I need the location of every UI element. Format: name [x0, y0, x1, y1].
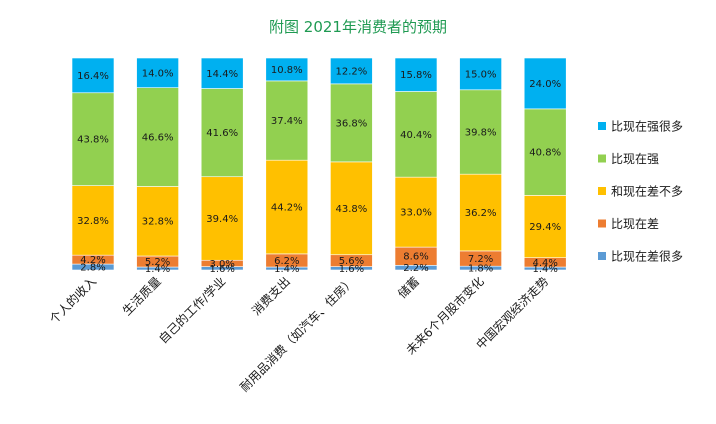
bar-segment-5-3	[330, 161, 373, 256]
category-label-1: 个人的收入	[46, 274, 99, 327]
data-label-5-1: 1.6%	[339, 264, 364, 275]
data-label-5-3: 43.8%	[336, 204, 368, 215]
data-label-6-5: 15.8%	[400, 70, 432, 81]
data-label-1-2: 4.2%	[80, 255, 105, 266]
bar-segment-1-4	[71, 92, 115, 186]
data-label-2-2: 5.2%	[145, 257, 170, 268]
bar-segment-8-4	[523, 108, 567, 196]
legend-swatch-2	[598, 154, 606, 163]
data-label-3-1: 1.6%	[209, 264, 234, 275]
data-label-1-3: 32.8%	[77, 216, 109, 227]
bars-group	[71, 57, 567, 271]
data-label-8-1: 1.4%	[532, 264, 557, 275]
data-label-4-3: 44.2%	[271, 203, 303, 214]
data-label-3-5: 14.4%	[206, 69, 238, 80]
data-label-5-4: 36.8%	[336, 118, 368, 129]
bar-segment-8-3	[523, 195, 567, 259]
data-label-3-4: 41.6%	[206, 128, 238, 139]
data-label-8-2: 4.4%	[532, 258, 557, 269]
data-label-6-1: 2.2%	[403, 263, 428, 274]
category-label-2: 生活质量	[120, 274, 164, 318]
data-label-3-2: 3.0%	[209, 259, 234, 270]
legend-label-2: 比现在强	[611, 152, 659, 166]
data-label-7-4: 39.8%	[465, 127, 497, 138]
data-label-2-1: 1.4%	[145, 264, 170, 275]
segment-labels-group: 2.8%4.2%32.8%43.8%16.4%1.4%5.2%32.8%46.6…	[77, 65, 561, 275]
bar-segment-2-4	[136, 87, 179, 187]
category-label-3: 自己的工作/学业	[155, 274, 228, 347]
data-label-1-5: 16.4%	[77, 71, 109, 82]
bar-segment-4-4	[265, 80, 309, 161]
data-label-5-2: 5.6%	[339, 256, 364, 267]
bar-segment-7-5	[459, 57, 502, 91]
data-label-4-5: 10.8%	[271, 65, 303, 76]
data-label-4-1: 1.4%	[274, 264, 299, 275]
data-label-6-2: 8.6%	[403, 252, 428, 263]
data-label-2-4: 46.6%	[142, 133, 174, 144]
data-label-5-5: 12.2%	[336, 66, 368, 77]
category-label-5: 耐用品消费（如汽车、住房）	[237, 274, 358, 395]
data-label-4-2: 6.2%	[274, 256, 299, 267]
chart-title: 附图 2021年消费者的预期	[269, 18, 447, 36]
legend-label-5: 比现在差很多	[611, 250, 683, 264]
category-label-6: 储蓄	[395, 274, 423, 302]
category-label-4: 消费支出	[249, 274, 293, 318]
bar-segment-3-5	[200, 57, 244, 89]
bar-segment-7-4	[459, 89, 502, 175]
bar-segment-3-3	[200, 176, 244, 261]
data-label-2-3: 32.8%	[142, 217, 174, 228]
legend-swatch-1	[598, 122, 606, 130]
data-label-7-3: 36.2%	[465, 208, 497, 219]
data-label-1-4: 43.8%	[77, 135, 109, 146]
bar-segment-4-5	[265, 57, 309, 82]
data-label-7-1: 1.8%	[468, 264, 493, 275]
bar-segment-2-5	[136, 57, 179, 88]
bar-segment-5-5	[330, 57, 373, 85]
data-label-6-4: 40.4%	[400, 130, 432, 141]
bar-segment-6-5	[394, 57, 438, 92]
bar-segment-7-3	[459, 173, 502, 252]
data-label-8-4: 40.8%	[529, 148, 561, 159]
legend-swatch-3	[598, 187, 606, 195]
bar-segment-1-3	[71, 185, 115, 256]
data-label-8-5: 24.0%	[529, 79, 561, 90]
data-label-7-2: 7.2%	[468, 254, 493, 265]
data-label-8-3: 29.4%	[529, 222, 561, 233]
bar-segment-6-3	[394, 176, 438, 248]
data-label-1-1: 2.8%	[80, 263, 105, 274]
data-label-2-5: 14.0%	[142, 68, 174, 79]
bar-segment-8-5	[523, 57, 567, 110]
legend-label-4: 比现在差	[611, 217, 659, 231]
data-label-6-3: 33.0%	[400, 208, 432, 219]
legend-swatch-4	[598, 219, 606, 228]
data-label-3-3: 39.4%	[206, 214, 238, 225]
legend-swatch-5	[598, 252, 606, 260]
bar-segment-2-3	[136, 186, 179, 257]
data-label-4-4: 37.4%	[271, 116, 303, 127]
bar-segment-3-4	[200, 88, 244, 178]
bar-segment-6-4	[394, 91, 438, 178]
bar-segment-1-5	[71, 57, 115, 94]
legend-label-3: 和现在差不多	[611, 185, 683, 199]
data-label-7-5: 15.0%	[465, 69, 497, 80]
bar-segment-4-3	[265, 159, 309, 255]
legend-label-1: 比现在强很多	[611, 120, 683, 134]
